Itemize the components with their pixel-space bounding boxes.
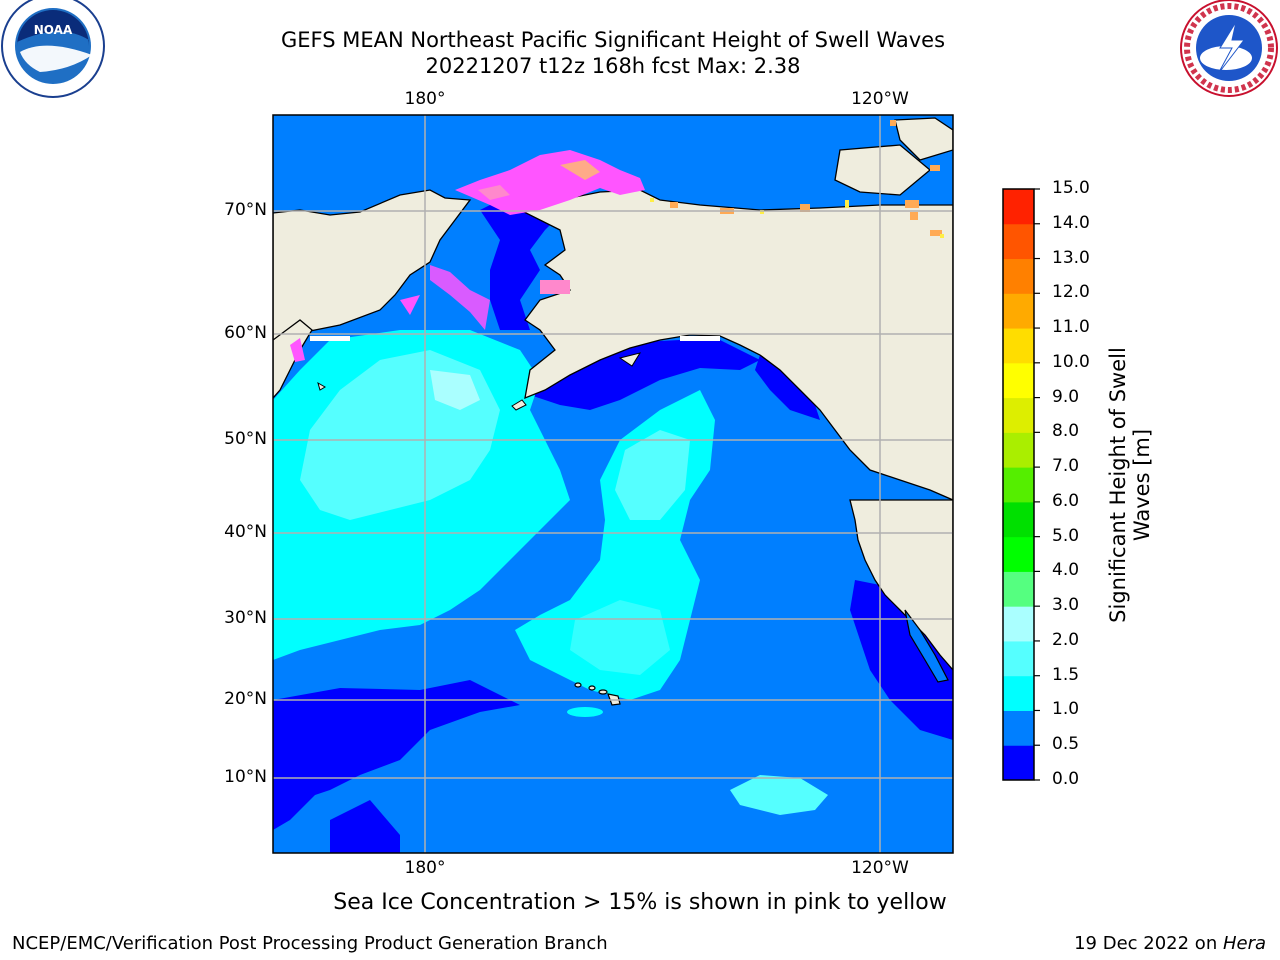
colorbar-tick-label: 0.0 xyxy=(1052,769,1080,789)
colorbar-tick-label: 13.0 xyxy=(1052,247,1090,268)
footer-credit: NCEP/EMC/Verification Post Processing Pr… xyxy=(12,933,608,954)
colorbar-tick-label: 1.0 xyxy=(1052,699,1080,720)
colorbar-tick-label: 8.0 xyxy=(1052,421,1080,442)
colorbar-tick-label: 6.0 xyxy=(1052,490,1080,511)
colorbar-swatch xyxy=(1003,328,1034,364)
colorbar xyxy=(1002,188,1040,781)
footer-host: Hera xyxy=(1222,933,1266,954)
colorbar-tick-label: 7.0 xyxy=(1052,456,1080,477)
colorbar-swatch xyxy=(1003,432,1034,468)
footer-date-text: 19 Dec 2022 on xyxy=(1074,933,1223,954)
lat-label-60n: 60°N xyxy=(224,323,267,343)
map-subtitle: 20221207 t12z 168h fcst Max: 2.38 xyxy=(425,54,801,78)
lat-label-50n: 50°N xyxy=(224,429,267,449)
colorbar-swatch xyxy=(1003,362,1034,399)
lon-label-top-180: 180° xyxy=(404,89,446,109)
lat-label-10n: 10°N xyxy=(224,767,267,787)
colorbar-swatch xyxy=(1003,536,1034,572)
lat-label-70n: 70°N xyxy=(224,200,267,220)
lat-label-20n: 20°N xyxy=(224,689,267,709)
nws-logo xyxy=(1180,0,1278,97)
colorbar-title: Significant Height of Swell Waves [m] xyxy=(1106,347,1154,623)
map-title: GEFS MEAN Northeast Pacific Significant … xyxy=(280,28,946,52)
map-frame xyxy=(272,114,954,854)
noaa-logo-text: NOAA xyxy=(34,23,73,37)
colorbar-swatch xyxy=(1003,640,1034,677)
colorbar-swatch xyxy=(1003,258,1034,294)
colorbar-swatch xyxy=(1003,606,1034,642)
noaa-logo: NOAA xyxy=(1,0,105,98)
colorbar-tick-label: 2.0 xyxy=(1052,629,1080,650)
colorbar-tick-label: 14.0 xyxy=(1052,212,1090,233)
colorbar-tick-label: 4.0 xyxy=(1052,560,1080,581)
colorbar-swatch xyxy=(1003,745,1034,781)
colorbar-tick-label: 5.0 xyxy=(1052,525,1080,546)
colorbar-swatch xyxy=(1003,710,1034,746)
colorbar-swatch xyxy=(1003,397,1034,433)
colorbar-tick-label: 3.0 xyxy=(1052,595,1080,616)
colorbar-tick-label: 11.0 xyxy=(1052,317,1090,338)
colorbar-tick-label: 10.0 xyxy=(1052,351,1090,372)
colorbar-swatch xyxy=(1003,223,1034,260)
colorbar-swatch xyxy=(1003,467,1034,503)
colorbar-tick-label: 9.0 xyxy=(1052,386,1080,407)
footer-date: 19 Dec 2022 on Hera xyxy=(1074,933,1266,954)
colorbar-tick-label: 0.5 xyxy=(1052,734,1080,755)
colorbar-tick-label: 15.0 xyxy=(1052,178,1090,198)
graticule xyxy=(273,115,953,853)
lon-label-bottom-180: 180° xyxy=(404,858,446,878)
colorbar-frame xyxy=(1002,188,1035,781)
lon-label-bottom-120w: 120°W xyxy=(851,858,909,878)
colorbar-swatch xyxy=(1003,189,1034,225)
lon-label-top-120w: 120°W xyxy=(851,89,909,109)
lat-label-30n: 30°N xyxy=(224,608,267,628)
colorbar-swatch xyxy=(1003,501,1034,538)
colorbar-tick-label: 1.5 xyxy=(1052,664,1080,685)
sea-ice-note: Sea Ice Concentration > 15% is shown in … xyxy=(333,890,947,915)
lat-label-40n: 40°N xyxy=(224,522,267,542)
colorbar-swatch xyxy=(1003,675,1034,711)
colorbar-swatch xyxy=(1003,293,1034,329)
colorbar-swatch xyxy=(1003,571,1034,607)
colorbar-tick-label: 12.0 xyxy=(1052,282,1090,303)
